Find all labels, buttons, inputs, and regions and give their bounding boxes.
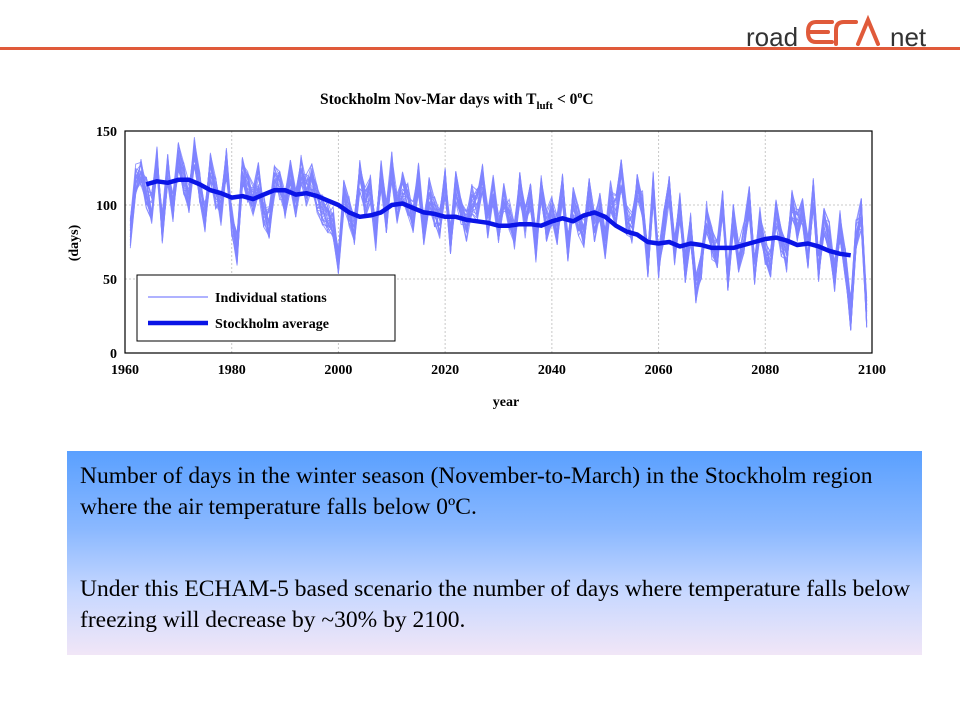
x-tick-label: 2020	[431, 363, 459, 378]
legend: Individual stations Stockholm average	[136, 274, 396, 342]
y-axis-label: (days)	[67, 224, 82, 261]
chart-title-main: Stockholm Nov-Mar days with T	[320, 91, 537, 108]
x-tick-labels: 1960 1980 2000 2020 2040 2060 2080 2100	[111, 363, 886, 378]
legend-label-stations: Individual stations	[215, 291, 327, 306]
stockholm-average-line	[145, 177, 852, 258]
chart-title-subscript: luft	[536, 100, 553, 112]
y-tick-label: 150	[96, 125, 117, 140]
era-logo-mark	[805, 14, 880, 46]
header-accent-line	[0, 47, 960, 50]
caption-box: Number of days in the winter season (Nov…	[67, 451, 922, 655]
x-axis-label: year	[493, 395, 519, 410]
chart-title: Stockholm Nov-Mar days with Tluft < 0oC	[320, 90, 594, 112]
y-tick-label: 50	[103, 273, 117, 288]
legend-box	[136, 274, 396, 342]
y-tick-label: 100	[96, 199, 117, 214]
station-line	[129, 149, 868, 331]
station-line	[129, 159, 868, 328]
chart-title-unit: C	[582, 91, 593, 108]
chart-title-tail: < 0	[557, 91, 578, 108]
y-tick-labels: 0 50 100 150	[96, 125, 117, 362]
chart: 1960 1980 2000 2020 2040 2060 2080 2100 0 50 100 1…	[67, 90, 886, 410]
logo-text-net: net	[890, 22, 927, 50]
individual-stations-series	[129, 137, 868, 331]
caption-paragraph-2: Under this ECHAM-5 based scenario the nu…	[80, 576, 911, 633]
x-tick-label: 2060	[645, 363, 673, 378]
x-tick-label: 1980	[218, 363, 246, 378]
y-tick-label: 0	[110, 347, 117, 362]
x-tick-label: 2040	[538, 363, 566, 378]
x-tick-label: 2100	[858, 363, 886, 378]
legend-label-average: Stockholm average	[215, 317, 329, 332]
x-tick-label: 1960	[111, 363, 139, 378]
roaderanet-logo: road net	[746, 14, 927, 50]
caption-paragraph-1: Number of days in the winter season (Nov…	[80, 463, 873, 520]
chart-title-superscript: o	[577, 90, 582, 101]
logo-text-road: road	[746, 22, 798, 50]
x-tick-label: 2080	[751, 363, 779, 378]
x-tick-label: 2000	[324, 363, 352, 378]
plot-frame	[124, 130, 873, 354]
